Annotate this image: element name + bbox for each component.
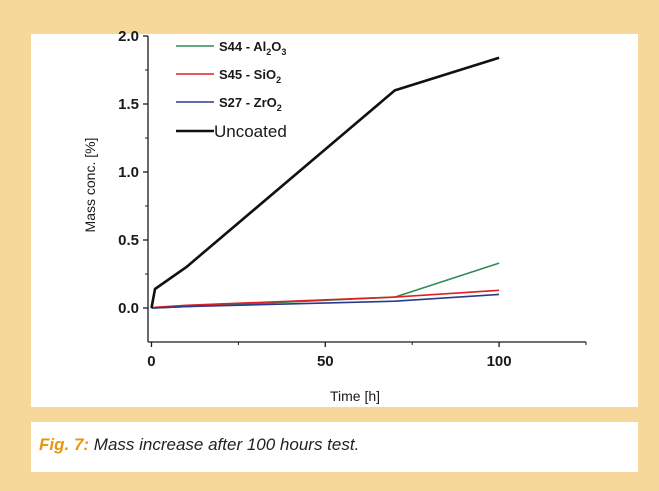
y-tick-label: 2.0	[118, 28, 139, 45]
legend: S44 - Al2O3 S45 - SiO2 S27 - ZrO2 Uncoated	[176, 39, 287, 141]
y-tick-label: 1.0	[118, 164, 139, 181]
caption-panel: Fig. 7: Mass increase after 100 hours te…	[31, 422, 638, 472]
x-tick-label: 50	[317, 353, 334, 370]
series-line	[150, 56, 500, 309]
axes: 0.0 0.5 1.0 1.5 2.0 0 50 100	[118, 28, 587, 370]
legend-entry: S27 - ZrO2	[219, 95, 282, 113]
y-tick-label: 0.0	[118, 300, 139, 317]
legend-entry: S45 - SiO2	[219, 67, 281, 85]
y-tick-label: 0.5	[118, 232, 139, 249]
y-tick-label: 1.5	[118, 96, 139, 113]
legend-entry: S44 - Al2O3	[219, 39, 286, 57]
series-layer	[150, 56, 500, 309]
y-axis-label: Mass conc. [%]	[82, 138, 98, 233]
legend-entry: Uncoated	[214, 122, 287, 141]
plot-panel	[31, 34, 638, 407]
figure-caption: Fig. 7: Mass increase after 100 hours te…	[39, 435, 359, 455]
series-line	[151, 262, 500, 309]
x-tick-label: 0	[147, 353, 155, 370]
series-line	[151, 289, 500, 309]
caption-label: Fig. 7:	[39, 435, 90, 454]
series-line	[151, 293, 500, 309]
caption-text: Mass increase after 100 hours test.	[89, 435, 360, 454]
x-tick-label: 100	[487, 353, 512, 370]
x-axis-label: Time [h]	[330, 388, 380, 404]
